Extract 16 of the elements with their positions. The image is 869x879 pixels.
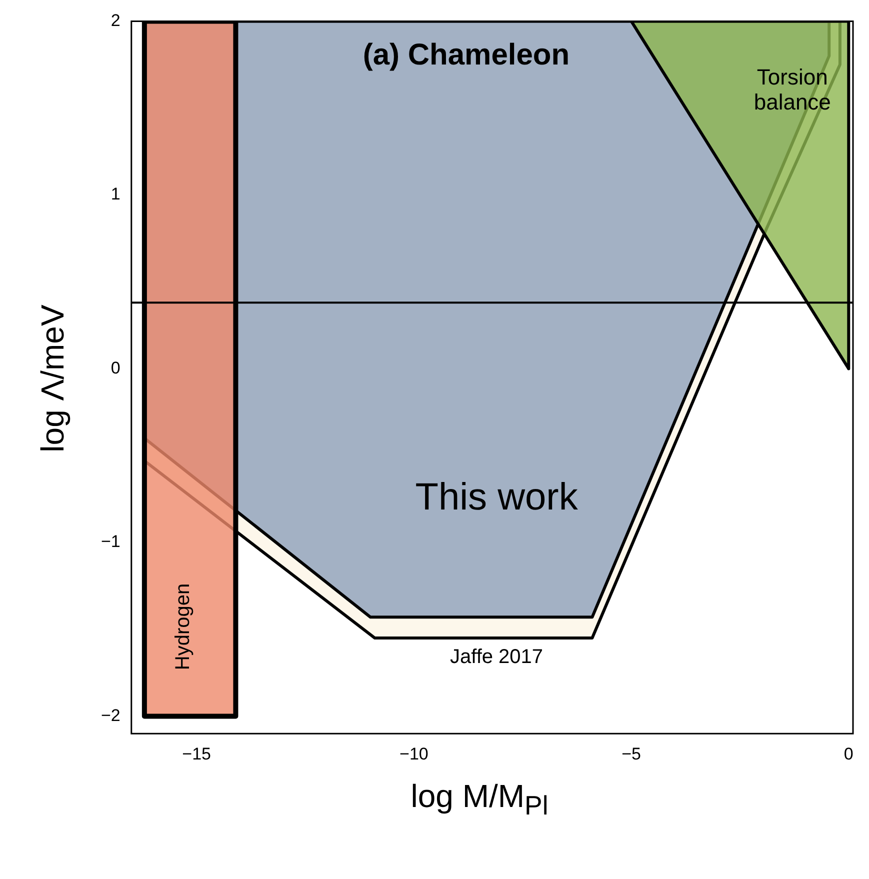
y-tick-label: −1 [100,532,120,552]
x-tick-label: −15 [182,744,212,764]
x-tick-label: −10 [400,744,428,764]
y-tick-label: 1 [110,184,120,204]
series-label: Torsion balance [754,64,831,115]
y-tick-label: 0 [110,358,120,378]
x-tick-label: −5 [622,744,641,764]
y-axis-title: log Λ/meV [34,304,72,452]
series-label: Jaffe 2017 [450,646,544,668]
y-tick-label: 2 [110,10,120,30]
series-label: Hydrogen [172,583,194,670]
x-tick-label: 0 [844,744,854,764]
text: (a) Chameleon [362,38,570,72]
series-label: This work [415,476,579,519]
y-tick-label: −2 [100,706,120,725]
x-axis-title: log M/M$_{Pl}$ [410,778,550,822]
